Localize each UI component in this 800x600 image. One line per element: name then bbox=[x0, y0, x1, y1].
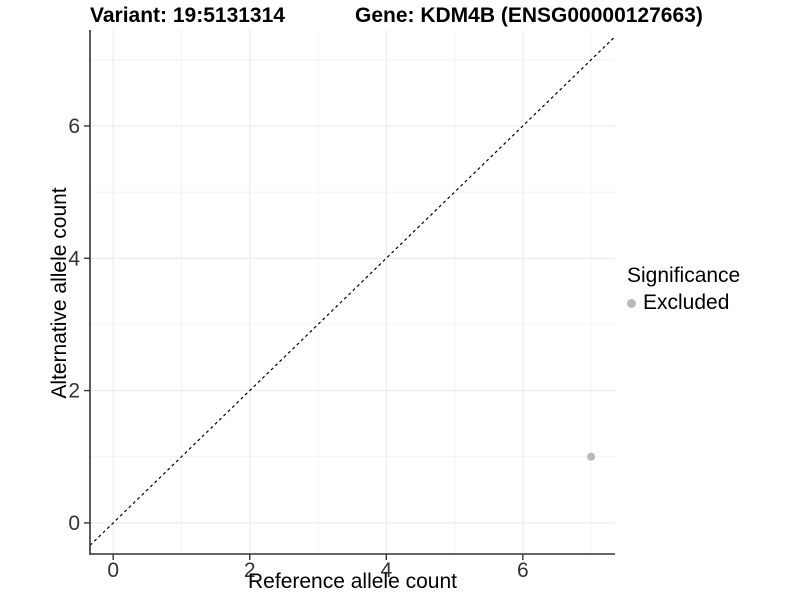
y-axis-label: Alternative allele count bbox=[48, 187, 71, 399]
identity-dashed-line bbox=[89, 36, 616, 546]
x-axis-label: Reference allele count bbox=[248, 570, 457, 593]
x-tick-label: 0 bbox=[107, 559, 119, 582]
y-tick-label: 0 bbox=[68, 512, 80, 535]
y-tick-label: 4 bbox=[68, 247, 80, 270]
y-tick-label: 6 bbox=[68, 115, 80, 138]
legend-title: Significance bbox=[627, 264, 741, 287]
x-tick-label: 6 bbox=[517, 559, 529, 582]
x-tick-label: 4 bbox=[380, 559, 392, 582]
legend-point-swatch bbox=[627, 298, 636, 308]
legend-item-label: Excluded bbox=[643, 291, 730, 314]
data-point bbox=[587, 452, 596, 461]
plot-title-variant: Variant: 19:5131314 bbox=[90, 4, 285, 27]
y-tick-label: 2 bbox=[68, 380, 80, 403]
plot-title-gene: Gene: KDM4B (ENSG00000127663) bbox=[355, 4, 703, 27]
x-tick-label: 2 bbox=[244, 559, 256, 582]
legend: Significance Excluded bbox=[627, 264, 740, 315]
legend-item-excluded: Excluded bbox=[627, 291, 740, 315]
